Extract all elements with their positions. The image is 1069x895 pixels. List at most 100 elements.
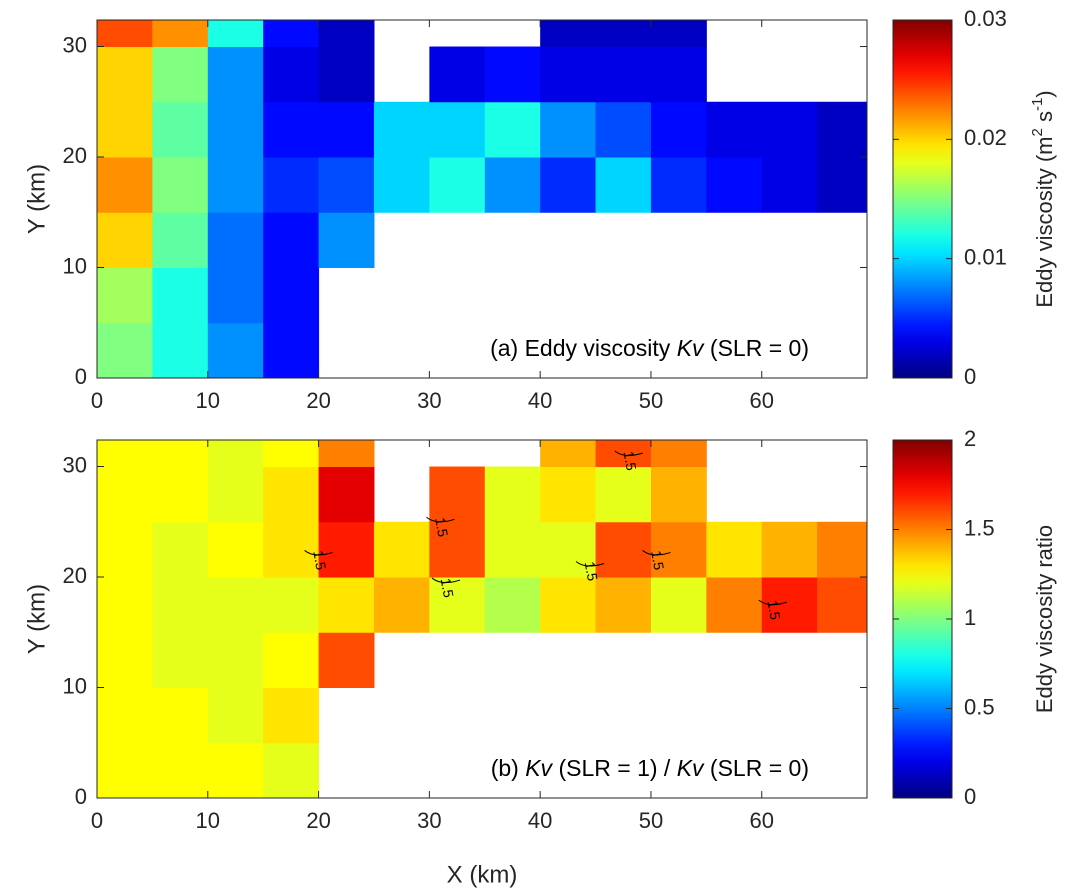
y-tick-label: 30 [63,32,87,57]
heatmap-cell [207,742,264,799]
annotation-part: (SLR = 0) [704,755,809,781]
heatmap-cell [97,46,153,103]
heatmap-cell [484,466,541,523]
heatmap-cell [595,577,652,633]
heatmap-cell [595,101,652,158]
heatmap-cell [706,101,763,158]
x-tick-label: 10 [196,808,220,833]
heatmap-cell [650,101,707,158]
heatmap-cell [207,157,264,213]
heatmap-cell [650,157,707,213]
heatmap-cell [650,20,707,48]
heatmap-cell [97,322,153,379]
heatmap-cell [540,157,597,213]
heatmap-cell [817,157,868,213]
heatmap-cell [207,521,264,578]
heatmap-cell [97,742,153,799]
heatmap-cell [318,577,375,633]
heatmap-cell [429,466,486,523]
heatmap-cell [263,466,320,523]
heatmap-cell [207,632,264,689]
heatmap-cell [152,440,209,468]
y-tick-label: 0 [75,784,87,809]
contour-label: 1.5 [310,549,329,571]
heatmap-cell [97,577,153,633]
heatmap-cell [650,46,707,103]
heatmap-cell [207,101,264,158]
heatmap-cell [817,521,868,578]
x-tick-label: 0 [91,388,103,413]
heatmap-cell [207,466,264,523]
y-tick-label: 10 [63,253,87,278]
heatmap-cell [152,212,209,269]
heatmap-cell [595,46,652,103]
annotation-part: Kv [677,335,705,361]
colorbar-label-part: Eddy viscosity (m [1032,136,1057,307]
y-axis-label: Y (km) [23,164,50,234]
heatmap-cell [263,157,320,213]
heatmap-cell [152,46,209,103]
heatmap-cell [263,521,320,578]
colorbar-label-part: 2 [1029,128,1046,136]
y-tick-label: 20 [63,563,87,588]
colorbar-tick-label: 2 [964,426,976,451]
axes-box [96,19,868,379]
x-tick-label: 50 [639,808,663,833]
heatmap-cell [152,267,209,324]
y-tick-label: 10 [63,673,87,698]
heatmap-cell [152,20,209,48]
colorbar-label: Eddy viscosity (m2 s-1) [1029,90,1057,307]
heatmap-cell [484,101,541,158]
colorbar-label: Eddy viscosity ratio [1032,525,1057,713]
annotation: (b) Kv (SLR = 1) / Kv (SLR = 0) [491,755,809,781]
heatmap-cell [540,101,597,158]
heatmap-cell [318,212,375,269]
contour-line [614,450,643,457]
colorbar-label-part: Eddy viscosity ratio [1032,525,1057,713]
colorbar-tick-label: 0.01 [964,244,1007,269]
annotation-part: (SLR = 0) [704,335,809,361]
heatmap-cell [263,632,320,689]
contour-label: 1.5 [621,450,640,472]
heatmap-cell [263,267,320,324]
heatmap-cell [207,20,264,48]
heatmap-cell [650,521,707,578]
heatmap-cell [761,101,818,158]
heatmap-cell [706,521,763,578]
heatmap-cell [263,440,320,468]
heatmap-cell [152,577,209,633]
heatmap-cell [97,440,153,468]
heatmap-cell [595,466,652,523]
heatmap-cell [706,157,763,213]
x-tick-label: 20 [306,388,330,413]
annotation-part: (b) [491,755,526,781]
heatmap-cell [373,157,430,213]
x-tick-label: 30 [417,388,441,413]
heatmap-cell [650,440,707,468]
heatmap-cell [152,101,209,158]
heatmap-cell [263,322,320,379]
heatmap-cell [263,46,320,103]
heatmap-cell [152,632,209,689]
heatmap-cell [595,521,652,578]
heatmap-cell [318,440,375,468]
x-tick-label: 40 [528,388,552,413]
colorbar-tick-label: 1.5 [964,515,995,540]
heatmap-cell [429,521,486,578]
heatmap-cell [152,466,209,523]
heatmap-cell [484,157,541,213]
heatmap-cell [97,632,153,689]
x-tick-label: 60 [750,388,774,413]
annotation-part: (a) Eddy viscosity [490,335,677,361]
contour-label: 1.5 [582,560,601,582]
heatmap-cell [318,157,375,213]
axes-box [96,439,868,799]
colorbar-tick-label: 0.03 [964,6,1007,31]
heatmap-cell [540,440,597,468]
x-tick-label: 50 [639,388,663,413]
heatmap-cell [207,687,264,744]
heatmap-cell [318,101,375,158]
colorbar-label-part: ) [1032,90,1057,97]
heatmap-cell [318,46,375,103]
